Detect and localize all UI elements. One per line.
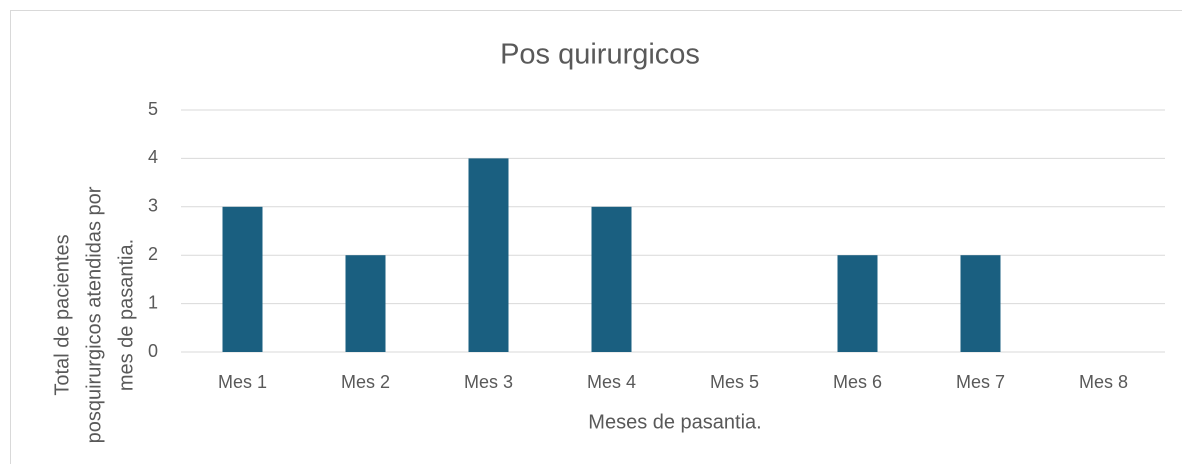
bar: [960, 255, 1001, 352]
x-tick-label: Mes 1: [218, 372, 267, 392]
x-tick-label: Mes 8: [1079, 372, 1128, 392]
y-axis-title-line: Total de pacientes: [51, 234, 73, 395]
bar: [345, 255, 386, 352]
y-tick-label: 5: [148, 99, 158, 119]
bar: [837, 255, 878, 352]
y-tick-label: 4: [148, 147, 158, 167]
bar: [468, 158, 509, 352]
x-tick-label: Mes 4: [587, 372, 636, 392]
chart-frame: [10, 10, 1182, 464]
chart-title: Pos quirurgicos: [500, 39, 700, 71]
y-axis-title-line: mes de pasantia.: [115, 239, 137, 391]
x-axis-title: Meses de pasantia.: [588, 411, 761, 433]
bar: [591, 206, 632, 352]
x-tick-label: Mes 3: [464, 372, 513, 392]
y-tick-label: 3: [148, 196, 158, 216]
x-tick-label: Mes 5: [710, 372, 759, 392]
x-tick-label: Mes 6: [833, 372, 882, 392]
y-axis-title: Total de pacientes posquirurgicos atendi…: [51, 186, 137, 443]
y-tick-label: 2: [148, 244, 158, 264]
y-tick-label: 0: [148, 341, 158, 361]
x-tick-label: Mes 2: [341, 372, 390, 392]
x-tick-label: Mes 7: [956, 372, 1005, 392]
y-axis-title-line: posquirurgicos atendidas por: [83, 186, 105, 443]
bar: [222, 206, 263, 352]
y-tick-label: 1: [148, 292, 158, 312]
